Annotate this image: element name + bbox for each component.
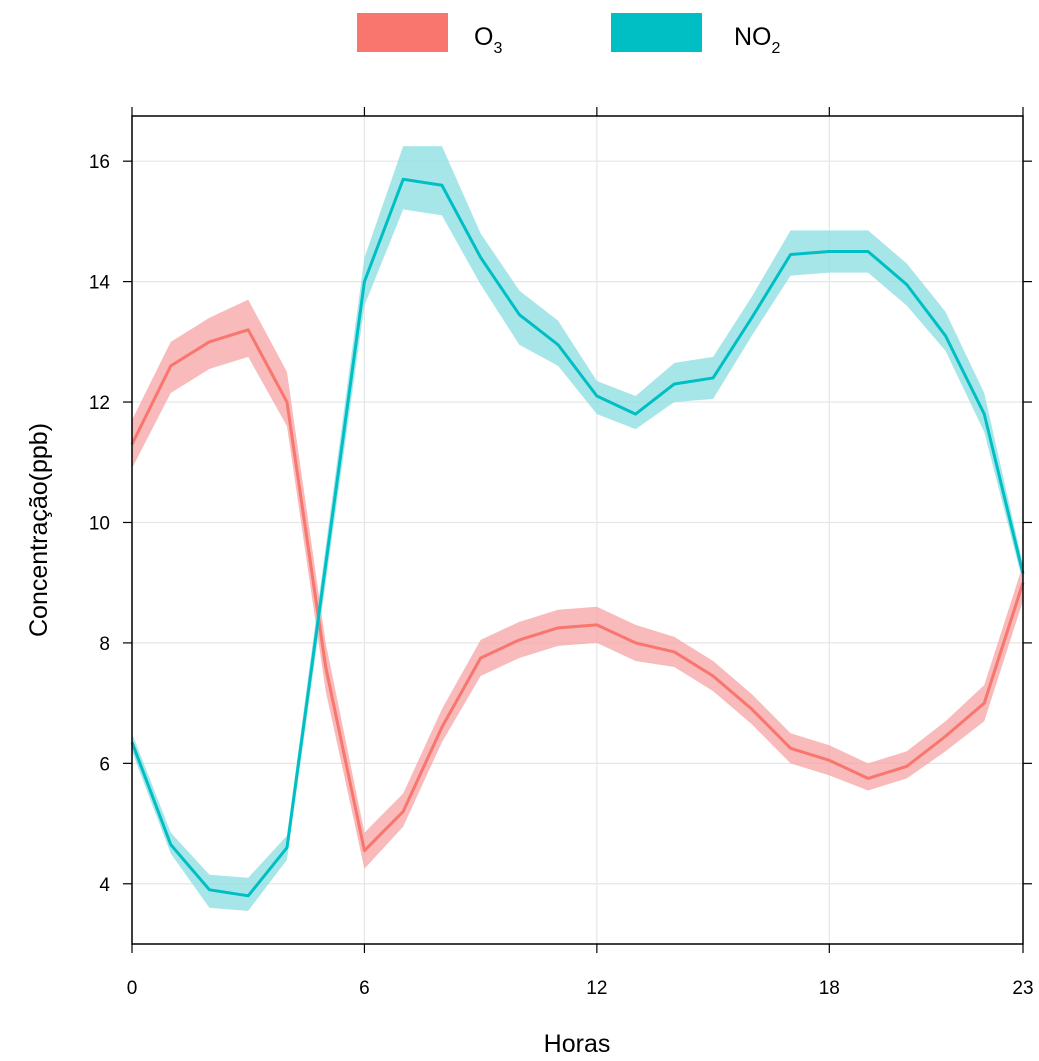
band-o3 (132, 299, 1023, 869)
y-tick-label-10: 10 (89, 513, 110, 534)
legend-label-no2: NO2 (734, 23, 781, 57)
x-tick-labels: 0 6 12 18 23 (127, 978, 1034, 999)
grid-lines (131, 116, 1024, 944)
series-lines (130, 177, 1025, 898)
x-tick-label-0: 0 (127, 978, 138, 999)
x-axis-title: Horas (544, 1030, 611, 1058)
legend-swatch-no2 (611, 13, 702, 52)
x-tick-label-23: 23 (1012, 978, 1033, 999)
legend-swatch-o3 (357, 13, 448, 52)
band-no2 (132, 146, 1023, 911)
plot-frame (131, 115, 1024, 945)
legend: O3 NO2 (357, 13, 781, 57)
x-tick-label-18: 18 (819, 978, 840, 999)
confidence-bands (132, 146, 1023, 911)
y-tick-labels: 4 6 8 10 12 14 16 (89, 152, 111, 896)
legend-label-o3: O3 (474, 23, 502, 57)
y-tick-label-14: 14 (89, 273, 111, 294)
series-line-no2 (130, 177, 1025, 898)
x-tick-label-12: 12 (586, 978, 607, 999)
x-tick-label-6: 6 (359, 978, 370, 999)
y-axis-title: Concentração(ppb) (25, 423, 53, 637)
y-tick-label-12: 12 (89, 393, 110, 414)
y-tick-label-4: 4 (99, 875, 110, 896)
y-tick-label-6: 6 (99, 754, 110, 775)
y-tick-label-16: 16 (89, 152, 110, 173)
axis-ticks (123, 107, 1032, 953)
series-line-o3 (130, 328, 1025, 853)
y-tick-label-8: 8 (99, 634, 110, 655)
